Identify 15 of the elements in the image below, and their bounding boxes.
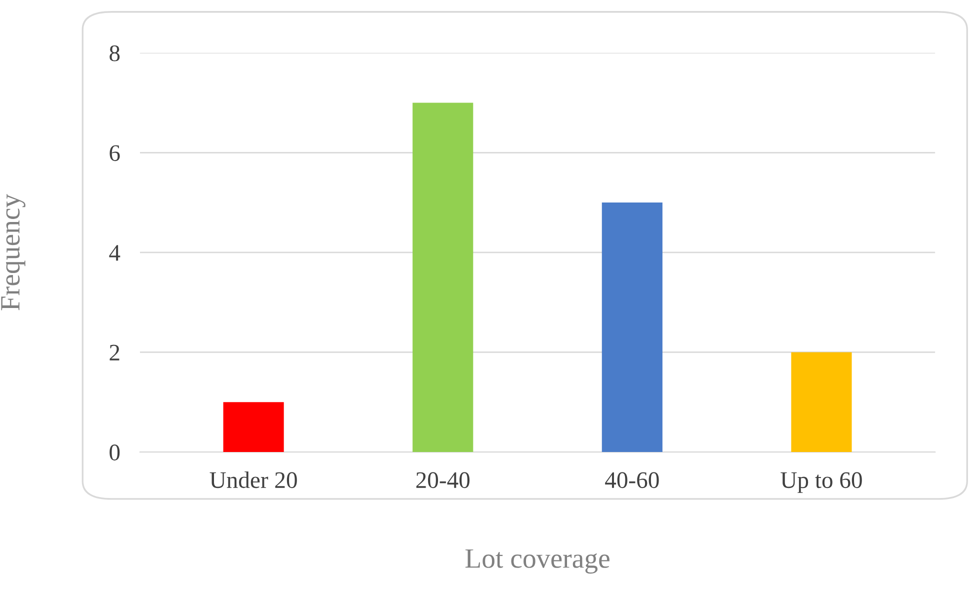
y-tick-label: 0	[110, 444, 120, 460]
x-tick-label: Up to 60	[780, 472, 862, 493]
y-axis-title: Frequency	[1, 194, 26, 310]
y-tick-label: 6	[110, 145, 120, 162]
bar	[602, 202, 662, 452]
bar	[223, 402, 284, 452]
y-tick-label: 8	[110, 45, 120, 62]
x-tick-label: Under 20	[210, 471, 297, 488]
bar	[791, 352, 852, 452]
x-tick-label: 40-60	[605, 472, 659, 488]
y-tick-label: 4	[109, 245, 120, 261]
bar	[412, 102, 474, 452]
y-tick-label: 2	[110, 344, 120, 360]
x-tick-label: 20-40	[416, 472, 470, 488]
x-axis-title: Lot coverage	[465, 549, 610, 574]
